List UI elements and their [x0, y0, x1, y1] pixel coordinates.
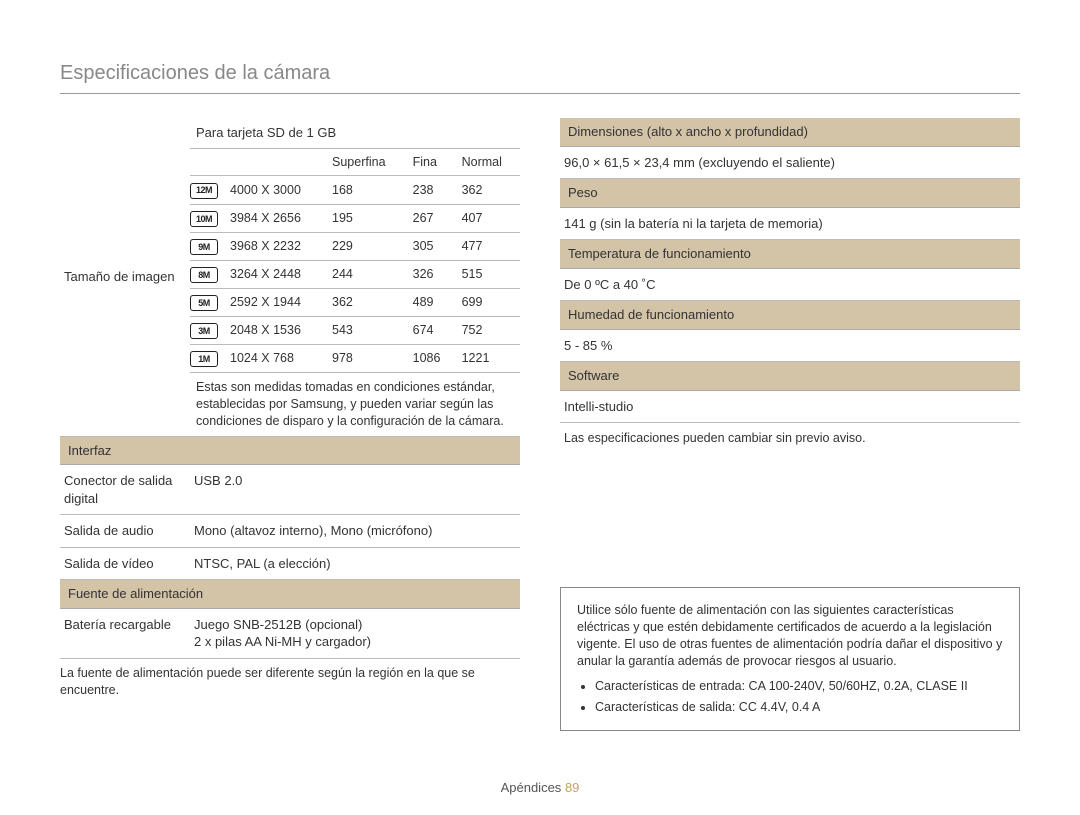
fuente-note: La fuente de alimentación puede ser dife…: [60, 659, 520, 699]
table-row: 12M 4000 X 3000168238362: [190, 176, 520, 204]
size-table-note: Estas son medidas tomadas en condiciones…: [190, 373, 520, 436]
col-res: [224, 149, 326, 176]
fina-cell: 489: [407, 288, 456, 316]
size-icon-cell: 8M: [190, 260, 224, 288]
warning-item: Características de salida: CC 4.4V, 0.4 …: [595, 699, 1003, 716]
resolution-cell: 2048 X 1536: [224, 316, 326, 344]
size-table: Superfina Fina Normal 12M4000 X 30001682…: [190, 149, 520, 373]
size-icon-cell: 9M: [190, 232, 224, 260]
left-column: Tamaño de imagen Para tarjeta SD de 1 GB…: [60, 118, 520, 731]
table-row: 8M 3264 X 2448244326515: [190, 260, 520, 288]
kv-key: Salida de audio: [60, 515, 190, 547]
footer-page-number: 89: [565, 780, 579, 795]
megapixel-icon: 5M: [190, 295, 218, 311]
spec-section-header: Dimensiones (alto x ancho x profundidad): [560, 118, 1020, 147]
megapixel-icon: 9M: [190, 239, 218, 255]
interfaz-row: Conector de salida digitalUSB 2.0: [60, 465, 520, 515]
footer-section: Apéndices: [501, 780, 562, 795]
right-column: Dimensiones (alto x ancho x profundidad)…: [560, 118, 1020, 731]
resolution-cell: 3264 X 2448: [224, 260, 326, 288]
fina-cell: 326: [407, 260, 456, 288]
size-table-header-row: Superfina Fina Normal: [190, 149, 520, 176]
col-superfina: Superfina: [326, 149, 407, 176]
content-columns: Tamaño de imagen Para tarjeta SD de 1 GB…: [60, 118, 1020, 731]
page-title: Especificaciones de la cámara: [60, 60, 1020, 94]
image-size-value: Para tarjeta SD de 1 GB Superfina Fina N…: [190, 118, 520, 436]
table-row: 10M 3984 X 2656195267407: [190, 204, 520, 232]
power-warning-box: Utilice sólo fuente de alimentación con …: [560, 587, 1020, 730]
size-icon-cell: 3M: [190, 316, 224, 344]
interfaz-row: Salida de vídeoNTSC, PAL (a elección): [60, 548, 520, 581]
size-icon-cell: 12M: [190, 176, 224, 204]
fina-cell: 238: [407, 176, 456, 204]
kv-key: Batería recargable: [60, 609, 190, 658]
normal-cell: 1221: [456, 344, 520, 372]
size-icon-cell: 10M: [190, 204, 224, 232]
resolution-cell: 3968 X 2232: [224, 232, 326, 260]
spec-section-header: Temperatura de funcionamiento: [560, 240, 1020, 269]
superfina-cell: 168: [326, 176, 407, 204]
spec-section-value: 5 - 85 %: [560, 330, 1020, 363]
col-normal: Normal: [456, 149, 520, 176]
normal-cell: 407: [456, 204, 520, 232]
fuente-row: Batería recargableJuego SNB-2512B (opcio…: [60, 609, 520, 659]
superfina-cell: 195: [326, 204, 407, 232]
kv-key: Conector de salida digital: [60, 465, 190, 514]
col-icon: [190, 149, 224, 176]
superfina-cell: 543: [326, 316, 407, 344]
normal-cell: 752: [456, 316, 520, 344]
spec-disclaimer: Las especificaciones pueden cambiar sin …: [560, 423, 1020, 447]
sd-card-header: Para tarjeta SD de 1 GB: [190, 118, 520, 149]
warning-text: Utilice sólo fuente de alimentación con …: [577, 602, 1003, 670]
normal-cell: 477: [456, 232, 520, 260]
normal-cell: 515: [456, 260, 520, 288]
spec-section-header: Peso: [560, 179, 1020, 208]
kv-value: Mono (altavoz interno), Mono (micrófono): [190, 515, 520, 547]
fina-cell: 267: [407, 204, 456, 232]
kv-value: USB 2.0: [190, 465, 520, 514]
normal-cell: 699: [456, 288, 520, 316]
table-row: 1M 1024 X 76897810861221: [190, 344, 520, 372]
table-row: 9M 3968 X 2232229305477: [190, 232, 520, 260]
kv-value: NTSC, PAL (a elección): [190, 548, 520, 580]
superfina-cell: 244: [326, 260, 407, 288]
megapixel-icon: 1M: [190, 351, 218, 367]
col-fina: Fina: [407, 149, 456, 176]
image-size-block: Tamaño de imagen Para tarjeta SD de 1 GB…: [60, 118, 520, 437]
table-row: 3M 2048 X 1536543674752: [190, 316, 520, 344]
megapixel-icon: 8M: [190, 267, 218, 283]
fina-cell: 1086: [407, 344, 456, 372]
resolution-cell: 2592 X 1944: [224, 288, 326, 316]
kv-value: Juego SNB-2512B (opcional) 2 x pilas AA …: [190, 609, 520, 658]
spec-section-value: Intelli-studio: [560, 391, 1020, 424]
spec-section-header: Software: [560, 362, 1020, 391]
warning-item: Características de entrada: CA 100-240V,…: [595, 678, 1003, 695]
fina-cell: 305: [407, 232, 456, 260]
kv-key: Salida de vídeo: [60, 548, 190, 580]
resolution-cell: 1024 X 768: [224, 344, 326, 372]
spec-section-value: De 0 ºC a 40 ˚C: [560, 269, 1020, 302]
interfaz-row: Salida de audioMono (altavoz interno), M…: [60, 515, 520, 548]
megapixel-icon: 3M: [190, 323, 218, 339]
fuente-header: Fuente de alimentación: [60, 580, 520, 609]
spec-section-value: 141 g (sin la batería ni la tarjeta de m…: [560, 208, 1020, 241]
spec-section-header: Humedad de funcionamiento: [560, 301, 1020, 330]
superfina-cell: 362: [326, 288, 407, 316]
spec-section-value: 96,0 × 61,5 × 23,4 mm (excluyendo el sal…: [560, 147, 1020, 180]
superfina-cell: 978: [326, 344, 407, 372]
resolution-cell: 4000 X 3000: [224, 176, 326, 204]
resolution-cell: 3984 X 2656: [224, 204, 326, 232]
table-row: 5M 2592 X 1944362489699: [190, 288, 520, 316]
megapixel-icon: 10M: [190, 211, 218, 227]
image-size-label: Tamaño de imagen: [60, 262, 190, 292]
superfina-cell: 229: [326, 232, 407, 260]
warning-list: Características de entrada: CA 100-240V,…: [577, 678, 1003, 716]
normal-cell: 362: [456, 176, 520, 204]
page-footer: Apéndices 89: [0, 779, 1080, 797]
size-icon-cell: 1M: [190, 344, 224, 372]
megapixel-icon: 12M: [190, 183, 218, 199]
interfaz-header: Interfaz: [60, 437, 520, 466]
size-icon-cell: 5M: [190, 288, 224, 316]
fina-cell: 674: [407, 316, 456, 344]
